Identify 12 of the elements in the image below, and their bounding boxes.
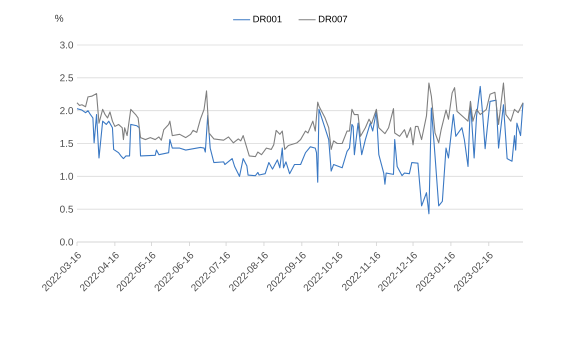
- y-tick-label: 1.0: [60, 172, 74, 180]
- line-series: [76, 86, 524, 214]
- y-tick-label: 3.0: [60, 41, 74, 49]
- y-axis-title: %: [55, 14, 64, 22]
- legend-label: DR007: [318, 16, 348, 22]
- y-tick-label: 2.5: [60, 74, 74, 82]
- y-tick-label: 0.5: [60, 206, 74, 213]
- legend-label: DR001: [253, 16, 282, 22]
- y-tick-label: 1.5: [60, 140, 74, 147]
- y-tick-label: 2.0: [60, 107, 74, 114]
- y-tick-label: 0.0: [60, 238, 74, 246]
- line-series: [76, 82, 524, 158]
